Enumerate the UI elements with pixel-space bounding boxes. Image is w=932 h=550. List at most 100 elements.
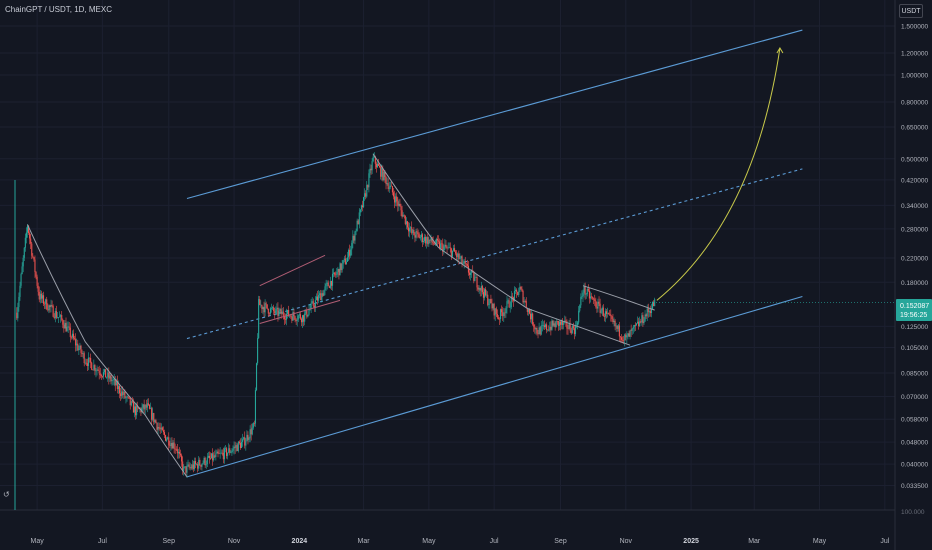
candle-body	[544, 324, 547, 328]
candle-body	[640, 321, 642, 323]
candle-body	[143, 404, 145, 410]
candle-body	[202, 463, 204, 464]
candle-body	[56, 317, 58, 318]
candle-body	[647, 308, 649, 313]
candle-body	[59, 316, 61, 318]
candle-body	[616, 325, 618, 329]
candle-body	[196, 464, 198, 465]
y-tick-label: 1.200000	[901, 50, 928, 57]
candle-body	[157, 426, 159, 430]
candle-body	[334, 272, 336, 275]
price-axis[interactable]: 1.500000 1.200000 1.000000 0.800000 0.650000…	[901, 23, 928, 490]
candle-body	[261, 304, 263, 310]
candle-body	[566, 321, 568, 329]
candle-body	[186, 465, 188, 473]
candle-body	[41, 295, 44, 299]
candle-body	[122, 391, 124, 395]
candle-body	[46, 299, 48, 310]
candle-body	[558, 321, 560, 326]
candle-body	[253, 423, 255, 424]
candle-body	[401, 210, 403, 217]
candle-body	[527, 309, 529, 312]
candle-body	[531, 313, 533, 320]
candle-body	[335, 274, 337, 276]
candle-body	[578, 310, 580, 323]
candle-body	[414, 235, 416, 238]
candle-body	[212, 453, 214, 461]
candle-body	[442, 243, 444, 252]
candle-body	[265, 303, 267, 305]
candle-body	[483, 289, 486, 298]
candle-body	[183, 466, 185, 471]
y-tick-label: 0.340000	[901, 203, 928, 210]
candle-body	[435, 238, 437, 245]
candle-body	[333, 272, 335, 274]
candle-body	[215, 453, 217, 457]
candle-body	[598, 301, 600, 304]
candle-body	[129, 398, 131, 406]
candle-body	[166, 439, 168, 441]
candle-body	[288, 310, 290, 317]
candle-body	[127, 396, 129, 398]
trend-drawings	[27, 47, 895, 478]
candle-body	[635, 323, 638, 326]
candle-body	[35, 272, 37, 277]
candle-body	[346, 257, 349, 262]
candle-body	[593, 298, 595, 300]
candle-body	[541, 325, 543, 326]
candle-body	[557, 321, 559, 326]
candle-body	[263, 307, 265, 313]
candle-body	[168, 437, 170, 446]
candle-body	[254, 390, 257, 424]
candle-body	[391, 186, 394, 193]
currency-button[interactable]: USDT	[899, 4, 923, 18]
candle-body	[358, 212, 360, 225]
candle-body	[229, 448, 231, 453]
candle-body	[515, 289, 517, 292]
candle-body	[420, 234, 422, 238]
candle-body	[521, 288, 523, 292]
y-tick-label: 0.180000	[901, 280, 928, 287]
candle-body	[451, 250, 453, 257]
candle-body	[387, 183, 389, 190]
candle-body	[473, 271, 475, 282]
candle-body	[614, 320, 616, 327]
candle-body	[519, 287, 521, 292]
candle-body	[631, 328, 633, 331]
candle-body	[373, 156, 375, 158]
candle-body	[476, 277, 478, 288]
candle-body	[535, 328, 537, 330]
candle-body	[38, 291, 40, 300]
candle-body	[318, 295, 320, 301]
candle-body	[433, 243, 435, 245]
candle-body	[388, 187, 390, 190]
candle-body	[112, 379, 114, 381]
candle-body	[264, 303, 266, 313]
candle-body	[282, 311, 284, 317]
candle-body	[500, 309, 502, 319]
candle-body	[463, 261, 465, 264]
candle-body	[237, 441, 239, 451]
candle-body	[54, 311, 56, 319]
candle-body	[274, 311, 276, 314]
candle-body	[270, 308, 273, 309]
candle-body	[226, 448, 228, 456]
time-axis[interactable]: May Jul Sep Nov 2024 Mar May Jul Sep Nov 2025 Mar Ma…	[30, 538, 889, 545]
candle-body	[170, 443, 172, 446]
candle-body	[612, 318, 614, 323]
candle-body	[211, 453, 213, 459]
candle-body	[482, 292, 484, 298]
candle-body	[248, 438, 250, 440]
candle-body	[19, 285, 21, 297]
candle-body	[516, 289, 518, 292]
candle-body	[205, 464, 207, 466]
candle-body	[444, 244, 446, 247]
candle-body	[67, 326, 69, 328]
candle-body	[109, 375, 111, 379]
candle-body	[625, 334, 627, 338]
candle-body	[610, 314, 612, 317]
x-tick-label: Jul	[490, 538, 499, 545]
candle-body	[537, 333, 539, 335]
candle-body	[278, 310, 280, 316]
